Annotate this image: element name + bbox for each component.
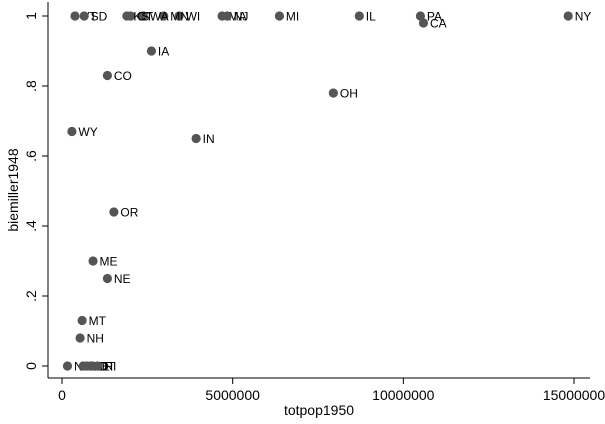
data-point bbox=[146, 46, 157, 56]
point-label: ME bbox=[100, 254, 118, 268]
point-label: IN bbox=[203, 132, 215, 146]
x-tick-label: 10000000 bbox=[372, 387, 435, 403]
data-point bbox=[102, 273, 112, 284]
data-point bbox=[62, 361, 73, 371]
data-point bbox=[75, 333, 85, 343]
x-tick-label: 0 bbox=[58, 387, 66, 403]
data-point bbox=[79, 11, 89, 21]
point-label: IL bbox=[366, 9, 376, 23]
point-label: WY bbox=[78, 125, 97, 139]
y-ticks: 0 .2 .4 .6 .8 1 bbox=[23, 12, 48, 370]
y-tick-label: 0 bbox=[23, 362, 39, 370]
x-ticks: 0 5000000 10000000 15000000 bbox=[58, 378, 605, 403]
point-label: CO bbox=[114, 69, 132, 83]
y-axis-title: biemiller1948 bbox=[5, 148, 21, 231]
point-label: MT bbox=[89, 314, 107, 328]
point-label: IA bbox=[158, 44, 169, 58]
x-axis-title: totpop1950 bbox=[284, 402, 354, 418]
point-label: NE bbox=[114, 272, 131, 286]
data-point bbox=[191, 133, 201, 144]
y-tick-label: .2 bbox=[23, 290, 39, 302]
data-point bbox=[122, 11, 132, 21]
point-label: NJ bbox=[234, 9, 249, 23]
data-point bbox=[109, 207, 119, 217]
data-point bbox=[102, 70, 112, 81]
point-label: MA bbox=[229, 9, 247, 23]
data-point bbox=[138, 11, 148, 21]
point-label: CA bbox=[430, 16, 447, 30]
point-label: CT bbox=[137, 9, 154, 23]
data-point bbox=[274, 11, 285, 21]
point-label: WA bbox=[150, 9, 169, 23]
point-label: OR bbox=[120, 205, 138, 219]
data-point bbox=[418, 18, 429, 28]
point-label: PA bbox=[427, 9, 442, 23]
data-point bbox=[88, 256, 98, 266]
y-tick-label: .8 bbox=[23, 80, 39, 92]
point-label: KS bbox=[133, 9, 149, 23]
x-tick-label: 5000000 bbox=[205, 387, 260, 403]
point-label: RI bbox=[104, 359, 116, 373]
axes bbox=[47, 2, 590, 379]
point-label: SD bbox=[91, 9, 108, 23]
data-point bbox=[159, 11, 169, 21]
point-label: MI bbox=[286, 9, 299, 23]
point-label: OH bbox=[340, 86, 358, 100]
point-label: WI bbox=[186, 9, 201, 23]
point-label: UT bbox=[99, 359, 116, 373]
data-point bbox=[77, 315, 87, 326]
data-point bbox=[70, 11, 80, 21]
data-point bbox=[415, 11, 425, 21]
point-label: NH bbox=[87, 331, 104, 345]
data-point bbox=[93, 361, 103, 371]
data-point bbox=[222, 11, 232, 21]
point-label: MN bbox=[170, 9, 189, 23]
y-tick-label: 1 bbox=[23, 12, 39, 20]
data-point bbox=[563, 11, 573, 21]
data-point bbox=[354, 11, 364, 21]
y-tick-label: .4 bbox=[23, 220, 39, 232]
data-point bbox=[174, 11, 184, 21]
data-point bbox=[328, 88, 338, 98]
point-label: NY bbox=[575, 9, 592, 23]
data-point bbox=[67, 126, 77, 137]
y-tick-label: .6 bbox=[23, 150, 39, 162]
x-tick-label: 15000000 bbox=[543, 387, 605, 403]
